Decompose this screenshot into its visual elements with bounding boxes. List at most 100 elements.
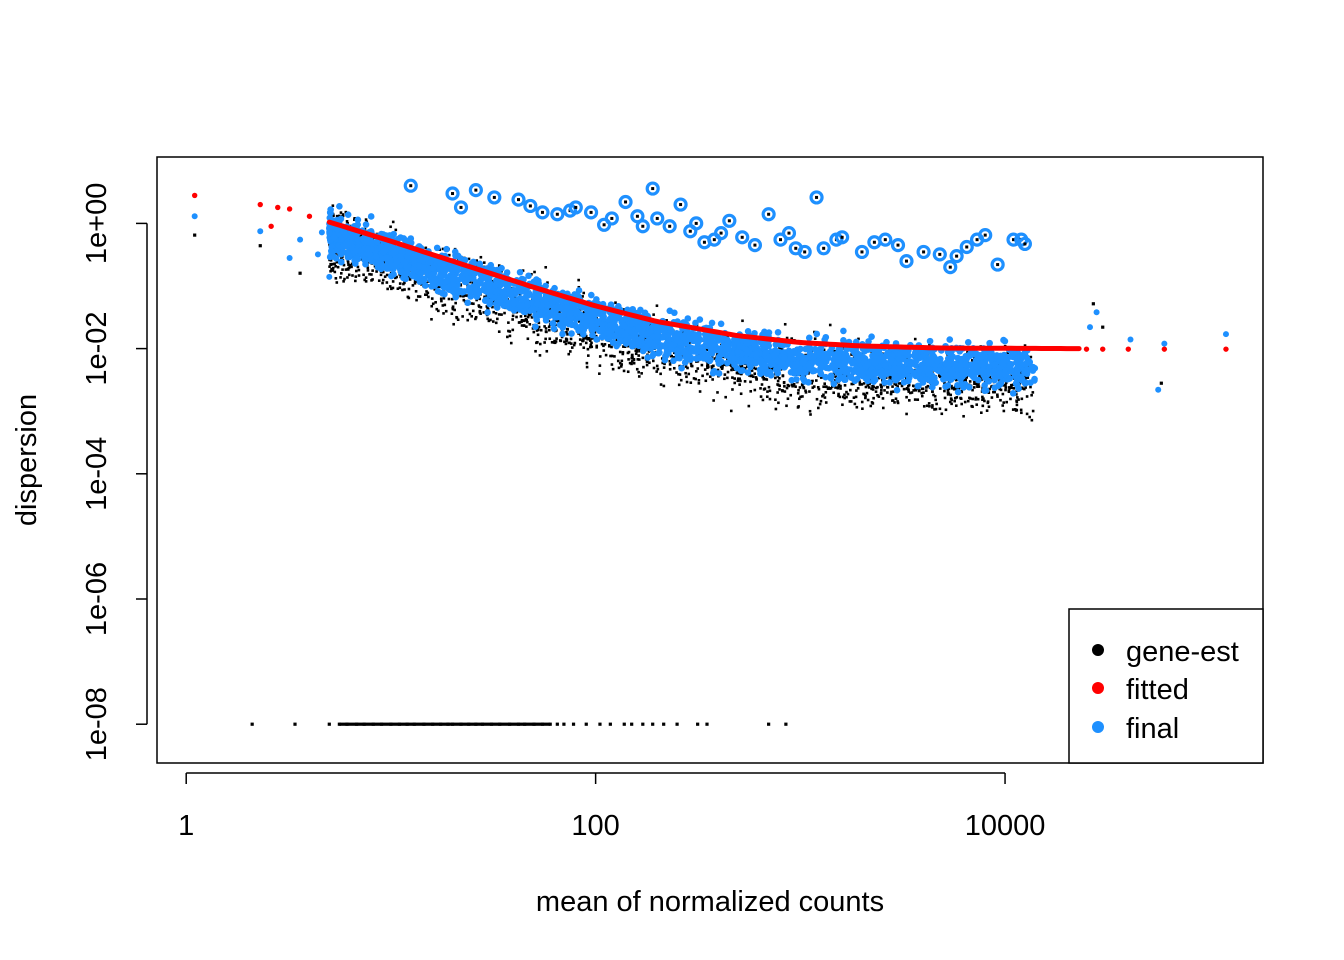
final-point — [708, 319, 716, 327]
gene-est-point — [710, 366, 714, 370]
gene-est-point — [738, 377, 741, 381]
final-point — [684, 315, 692, 322]
gene-est-point — [750, 369, 754, 372]
gene-est-point — [569, 342, 573, 345]
gene-est-point — [661, 361, 665, 365]
gene-est-point — [752, 366, 756, 370]
gene-est-point — [632, 357, 636, 361]
gene-est-point — [586, 337, 589, 341]
gene-est-point — [547, 325, 551, 329]
gene-est-point — [712, 399, 715, 402]
gene-est-point — [425, 293, 429, 297]
gene-est-point — [801, 395, 804, 398]
gene-est-point — [776, 379, 780, 383]
gene-est-point — [672, 351, 676, 355]
gene-est-point — [341, 268, 344, 271]
gene-est-point — [781, 389, 784, 393]
final-point — [466, 284, 473, 291]
gene-est-point — [918, 389, 921, 392]
gene-est-point — [708, 375, 712, 378]
gene-est-point — [425, 290, 428, 293]
gene-est-point — [809, 413, 812, 416]
gene-est-point — [614, 301, 617, 304]
gene-est-point — [777, 383, 780, 387]
gene-est-point — [905, 395, 908, 399]
gene-est-point — [974, 396, 978, 400]
final-point — [878, 368, 886, 375]
gene-est-point — [894, 383, 898, 387]
gene-est-point — [329, 259, 333, 262]
gene-est-point — [433, 288, 437, 291]
gene-est-point — [330, 267, 333, 271]
gene-est-point — [823, 382, 827, 386]
gene-est-point — [716, 391, 719, 394]
gene-est-point — [980, 411, 983, 415]
gene-est-point — [689, 381, 693, 384]
gene-est-point — [747, 404, 751, 408]
gene-est-point — [761, 398, 765, 402]
gene-est-point — [675, 371, 678, 374]
gene-est-point — [928, 405, 931, 408]
gene-est-point — [334, 264, 337, 268]
gene-est-point — [563, 340, 566, 344]
gene-est-point — [590, 337, 594, 340]
gene-est-point — [462, 298, 466, 302]
gene-est-point — [943, 381, 946, 385]
gene-est-point — [621, 351, 625, 354]
gene-est-point — [886, 391, 889, 394]
gene-est-point — [733, 377, 736, 380]
gene-est-point — [375, 270, 378, 273]
gene-est-point — [538, 354, 542, 357]
gene-est-point — [477, 304, 481, 307]
final-point — [565, 320, 573, 328]
gene-est-point — [492, 320, 495, 323]
final-point — [336, 203, 343, 210]
gene-est-point — [351, 274, 354, 277]
gene-est-point — [1023, 344, 1027, 347]
final-point — [1007, 366, 1015, 374]
gene-est-point — [401, 288, 404, 292]
final-point — [885, 351, 892, 359]
gene-est-point — [508, 330, 512, 333]
gene-est-point — [950, 384, 953, 388]
gene-est-point — [577, 278, 580, 282]
gene-est-point — [456, 318, 460, 321]
gene-est-point — [736, 377, 740, 380]
gene-est-point — [461, 315, 464, 318]
gene-est-point — [331, 204, 335, 208]
gene-est-point — [839, 384, 842, 388]
gene-est-point — [871, 402, 875, 405]
gene-est-point — [363, 278, 367, 282]
gene-est-point — [924, 389, 928, 392]
gene-est-point — [389, 225, 392, 229]
gene-est-point — [996, 393, 999, 397]
gene-est-point — [990, 385, 993, 388]
final-point — [410, 272, 417, 280]
final-point — [459, 275, 467, 283]
gene-est-point — [346, 221, 349, 225]
gene-est-point — [609, 354, 612, 358]
gene-est-point — [1030, 393, 1033, 397]
gene-est-point — [952, 387, 956, 391]
final-point — [912, 372, 920, 380]
final-point — [622, 315, 630, 322]
gene-est-point — [526, 337, 530, 341]
gene-est-point — [665, 319, 668, 322]
gene-est-point — [799, 395, 802, 399]
gene-est-point — [685, 380, 689, 384]
gene-est-point — [698, 390, 702, 393]
gene-est-point — [789, 393, 793, 397]
gene-est-point — [356, 265, 360, 269]
gene-est-point — [342, 263, 346, 267]
gene-est-point — [880, 385, 883, 389]
gene-est-point — [677, 383, 681, 387]
final-point — [1009, 390, 1017, 397]
gene-est-point — [482, 261, 486, 264]
final-point — [337, 258, 345, 266]
gene-est-point — [879, 392, 883, 396]
gene-est-point — [988, 387, 991, 391]
gene-est-point — [557, 320, 560, 323]
gene-est-point — [1010, 383, 1013, 387]
final-point — [550, 325, 558, 333]
gene-est-point — [538, 342, 542, 346]
